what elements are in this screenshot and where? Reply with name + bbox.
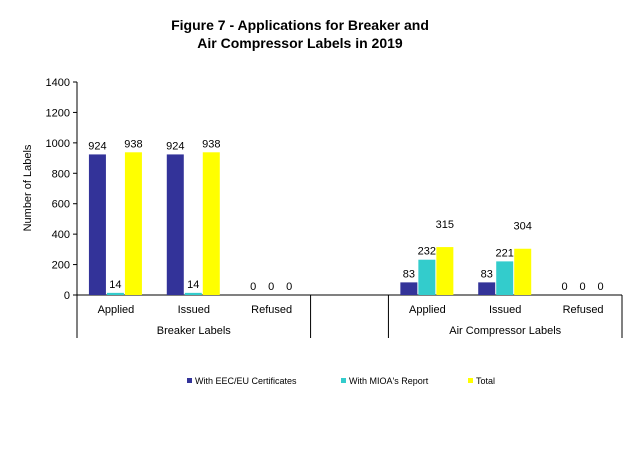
bar	[106, 292, 124, 295]
bar	[418, 259, 436, 295]
data-label: 315	[436, 219, 454, 231]
legend-label: Total	[476, 376, 495, 386]
category-label: Applied	[409, 304, 446, 316]
bar	[124, 152, 142, 295]
y-tick-label: 800	[52, 168, 70, 180]
bar	[514, 248, 532, 295]
legend-swatch	[468, 378, 473, 383]
legend-swatch	[187, 378, 192, 383]
y-axis-label: Number of Labels	[22, 144, 34, 231]
data-label: 14	[109, 279, 121, 291]
data-label: 0	[580, 281, 586, 293]
bar	[88, 154, 106, 295]
data-label: 0	[286, 281, 292, 293]
bar	[202, 152, 220, 295]
category-label: Issued	[489, 304, 521, 316]
data-label: 14	[187, 279, 199, 291]
legend-label: With EEC/EU Certificates	[195, 376, 297, 386]
category-label: Applied	[98, 304, 135, 316]
category-label: Refused	[563, 304, 604, 316]
bar	[184, 292, 202, 295]
group-label: Breaker Labels	[157, 325, 231, 337]
data-label: 83	[403, 268, 415, 280]
y-tick-label: 1400	[46, 77, 70, 89]
bar	[436, 247, 454, 295]
data-label: 924	[88, 140, 106, 152]
data-label: 304	[514, 221, 532, 233]
data-label: 0	[250, 281, 256, 293]
legend-swatch	[341, 378, 346, 383]
data-label: 924	[166, 140, 184, 152]
group-label: Air Compressor Labels	[449, 325, 561, 337]
y-tick-label: 200	[52, 260, 70, 272]
bar	[166, 154, 184, 295]
chart-title-line-1: Figure 7 - Applications for Breaker and	[171, 17, 429, 33]
data-label: 83	[481, 268, 493, 280]
bar	[478, 282, 496, 295]
data-label: 0	[268, 281, 274, 293]
y-tick-label: 400	[52, 229, 70, 241]
data-label: 938	[202, 138, 220, 150]
data-label: 0	[562, 281, 568, 293]
data-label: 232	[418, 246, 436, 258]
y-tick-label: 0	[64, 290, 70, 302]
category-label: Issued	[178, 304, 210, 316]
data-label: 938	[124, 138, 142, 150]
y-tick-label: 600	[52, 199, 70, 211]
data-label: 221	[496, 247, 514, 259]
y-tick-label: 1200	[46, 107, 70, 119]
bar	[496, 261, 514, 295]
data-label: 0	[598, 281, 604, 293]
category-label: Refused	[251, 304, 292, 316]
chart-title-line-2: Air Compressor Labels in 2019	[197, 35, 403, 51]
y-tick-label: 1000	[46, 138, 70, 150]
legend-label: With MIOA's Report	[349, 376, 429, 386]
bar	[400, 282, 418, 295]
